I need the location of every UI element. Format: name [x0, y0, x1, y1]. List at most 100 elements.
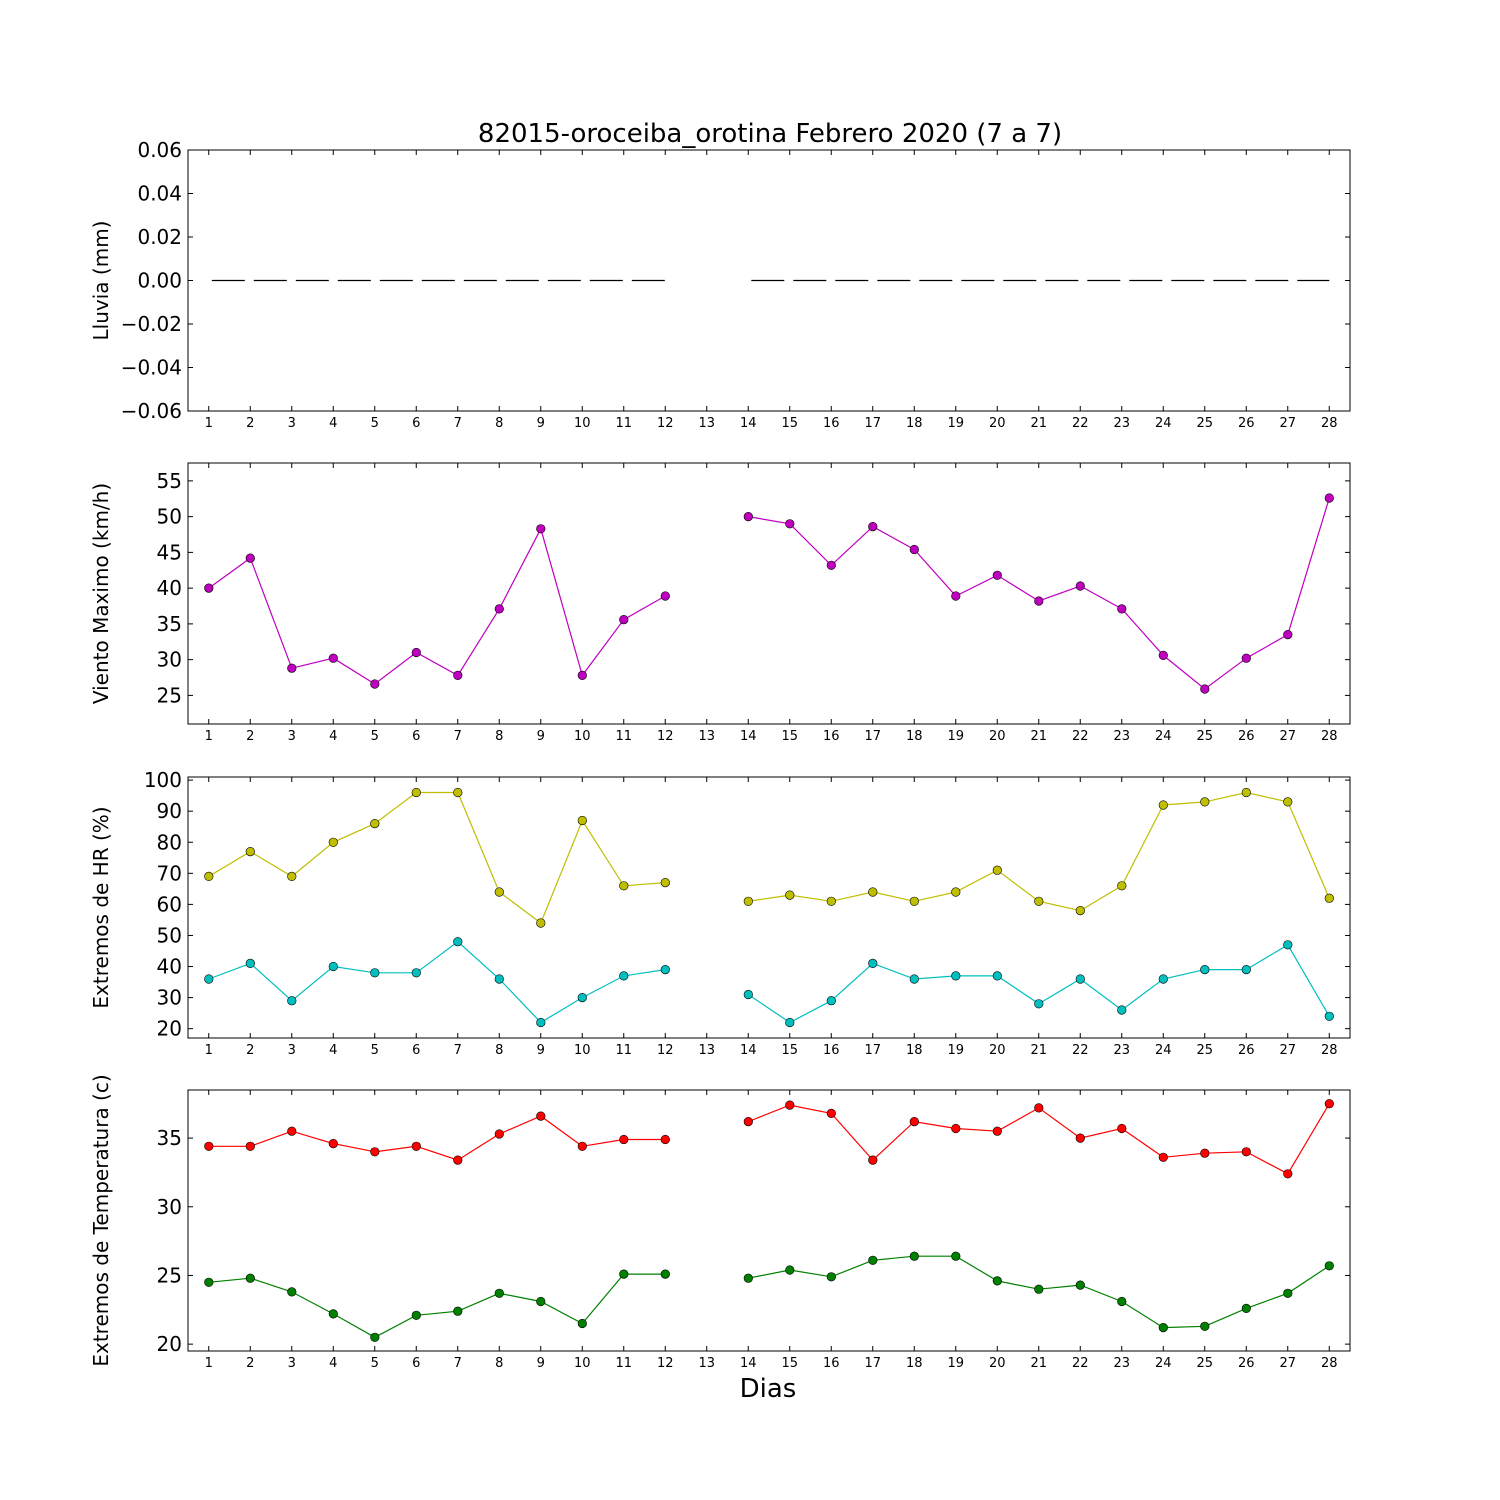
x-tick-label-hr: 8	[495, 1043, 503, 1058]
panel-lluvia: 0.060.040.020.00−0.02−0.04−0.061 2 3 4 5 6 7 8 9…	[89, 138, 1351, 431]
data-point-temp-1-day-5	[370, 1147, 380, 1157]
x-tick-label-viento: 11	[615, 729, 632, 744]
data-point-temp-1-day-28	[1324, 1099, 1334, 1109]
data-point-viento-1-day-3	[287, 663, 297, 673]
x-axis-label: Dias	[740, 1374, 797, 1404]
x-tick-label-temp: 13	[698, 1356, 715, 1371]
data-point-temp-1-day-24	[1158, 1152, 1168, 1162]
x-tick-label-temp: 12	[657, 1356, 674, 1371]
data-point-hr-2-day-16	[826, 996, 836, 1006]
data-point-viento-1-day-12	[660, 591, 670, 601]
x-tick-label-hr: 10	[574, 1043, 591, 1058]
y-tick-label-temp: 35	[157, 1126, 182, 1150]
x-tick-label-temp: 8	[495, 1356, 503, 1371]
data-point-temp-2-day-5	[370, 1332, 380, 1342]
x-tick-label-temp: 6	[412, 1356, 420, 1371]
x-tick-label-temp: 2	[246, 1356, 254, 1371]
x-tick-label-temp: 11	[615, 1356, 632, 1371]
data-point-viento-1-day-9	[536, 524, 546, 534]
x-tick-label-lluvia: 4	[329, 416, 337, 431]
y-tick-label-lluvia: 0.06	[137, 138, 182, 162]
y-tick-label-viento: 30	[157, 648, 182, 672]
data-point-temp-1-day-7	[453, 1155, 463, 1165]
data-point-temp-2-day-3	[287, 1287, 297, 1297]
x-tick-label-hr: 22	[1072, 1043, 1089, 1058]
x-tick-label-temp: 20	[989, 1356, 1006, 1371]
x-tick-label-temp: 9	[537, 1356, 545, 1371]
x-tick-label-lluvia: 22	[1072, 416, 1089, 431]
data-point-hr-1-day-14	[743, 896, 753, 906]
data-point-hr-1-day-17	[868, 887, 878, 897]
data-point-hr-1-day-26	[1241, 787, 1251, 798]
data-point-viento-1-day-7	[453, 670, 463, 681]
chart-title: 82015-oroceiba_orotina Febrero 2020 (7 a…	[478, 119, 1062, 149]
data-point-temp-2-day-16	[826, 1272, 836, 1282]
data-point-hr-1-day-6	[411, 787, 421, 798]
x-tick-label-hr: 17	[864, 1043, 881, 1058]
data-point-temp-1-day-14	[743, 1116, 753, 1127]
x-tick-label-hr: 26	[1238, 1043, 1255, 1058]
data-point-temp-1-day-1	[204, 1141, 214, 1151]
data-point-hr-2-day-6	[411, 968, 421, 978]
data-point-viento-1-day-20	[992, 570, 1002, 580]
x-tick-label-viento: 26	[1238, 729, 1255, 744]
data-point-temp-2-day-4	[328, 1309, 338, 1319]
data-point-temp-1-day-27	[1283, 1169, 1293, 1179]
data-point-temp-2-day-17	[868, 1255, 878, 1265]
x-tick-label-viento: 14	[740, 729, 757, 744]
data-point-hr-1-day-20	[992, 865, 1002, 875]
x-tick-label-viento: 27	[1279, 729, 1296, 744]
y-tick-label-hr: 80	[157, 830, 182, 854]
x-tick-label-hr: 11	[615, 1043, 632, 1058]
data-point-temp-1-day-25	[1200, 1148, 1210, 1158]
data-point-viento-1-day-17	[868, 521, 878, 532]
data-point-hr-2-day-4	[328, 961, 338, 972]
x-tick-label-lluvia: 17	[864, 416, 881, 431]
x-tick-label-lluvia: 21	[1030, 416, 1047, 431]
x-tick-label-viento: 18	[906, 729, 923, 744]
data-point-hr-1-day-5	[370, 818, 380, 829]
data-point-temp-1-day-22	[1075, 1133, 1085, 1143]
y-tick-label-viento: 50	[157, 505, 182, 529]
data-point-viento-1-day-28	[1324, 493, 1334, 503]
x-tick-label-viento: 23	[1113, 729, 1130, 744]
x-tick-label-viento: 22	[1072, 729, 1089, 744]
axes-frame-temp	[187, 1089, 1351, 1352]
data-point-viento-1-day-16	[826, 560, 836, 570]
data-point-hr-1-day-15	[785, 890, 795, 900]
series-line-hr-2-seg1	[208, 940, 666, 1024]
data-point-hr-2-day-26	[1241, 964, 1251, 975]
data-point-viento-1-day-24	[1158, 650, 1168, 661]
data-point-temp-1-day-19	[951, 1123, 961, 1134]
data-point-hr-2-day-7	[453, 937, 463, 947]
data-point-temp-1-day-26	[1241, 1147, 1251, 1157]
x-tick-label-hr: 9	[537, 1043, 545, 1058]
series-line-temp-2-seg1	[208, 1273, 666, 1338]
data-point-hr-1-day-22	[1075, 905, 1085, 916]
data-point-hr-2-day-12	[660, 964, 670, 975]
y-axis-label-temp: Extremos de Temperatura (c)	[89, 1074, 113, 1366]
data-point-hr-1-day-2	[245, 846, 255, 857]
x-tick-label-hr: 18	[906, 1043, 923, 1058]
x-tick-label-viento: 6	[412, 729, 420, 744]
x-tick-label-temp: 27	[1279, 1356, 1296, 1371]
x-tick-label-lluvia: 27	[1279, 416, 1296, 431]
x-tick-label-viento: 8	[495, 729, 503, 744]
x-tick-label-temp: 25	[1196, 1356, 1213, 1371]
x-tick-label-lluvia: 1	[205, 416, 213, 431]
x-tick-label-lluvia: 12	[657, 416, 674, 431]
x-tick-label-temp: 16	[823, 1356, 840, 1371]
x-tick-label-viento: 16	[823, 729, 840, 744]
data-point-viento-1-day-5	[370, 679, 380, 689]
x-tick-label-lluvia: 8	[495, 416, 503, 431]
data-point-hr-1-day-28	[1324, 893, 1334, 903]
x-tick-label-temp: 17	[864, 1356, 881, 1371]
x-tick-label-lluvia: 11	[615, 416, 632, 431]
x-tick-label-lluvia: 16	[823, 416, 840, 431]
x-tick-label-hr: 13	[698, 1043, 715, 1058]
x-tick-label-hr: 28	[1321, 1043, 1338, 1058]
y-tick-label-temp: 30	[157, 1195, 182, 1219]
